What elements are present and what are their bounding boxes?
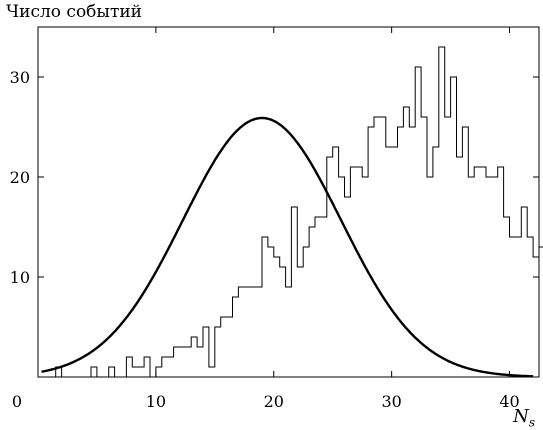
- x-tick-label: 30: [381, 392, 401, 411]
- x-axis-label-subscript: s: [528, 416, 535, 430]
- x-axis-label: Ns: [513, 406, 535, 430]
- x-tick-label: 10: [146, 392, 166, 411]
- plot-frame: [37, 26, 540, 378]
- y-axis-label: Число событий: [6, 2, 143, 22]
- axis-tick-labels: 0 10 20 30 40 10 20 30: [10, 68, 520, 411]
- y-tick-label: 30: [10, 68, 30, 87]
- histogram-series: [49, 46, 543, 378]
- axis-ticks: [38, 27, 539, 377]
- y-tick-label: 10: [10, 268, 30, 287]
- gaussian-fit-curve: [41, 116, 534, 378]
- x-tick-label: 40: [499, 392, 519, 411]
- x-axis-label-base: N: [513, 406, 529, 428]
- x-tick-label: 0: [12, 392, 22, 411]
- x-tick-label: 20: [264, 392, 284, 411]
- y-tick-label: 20: [10, 168, 30, 187]
